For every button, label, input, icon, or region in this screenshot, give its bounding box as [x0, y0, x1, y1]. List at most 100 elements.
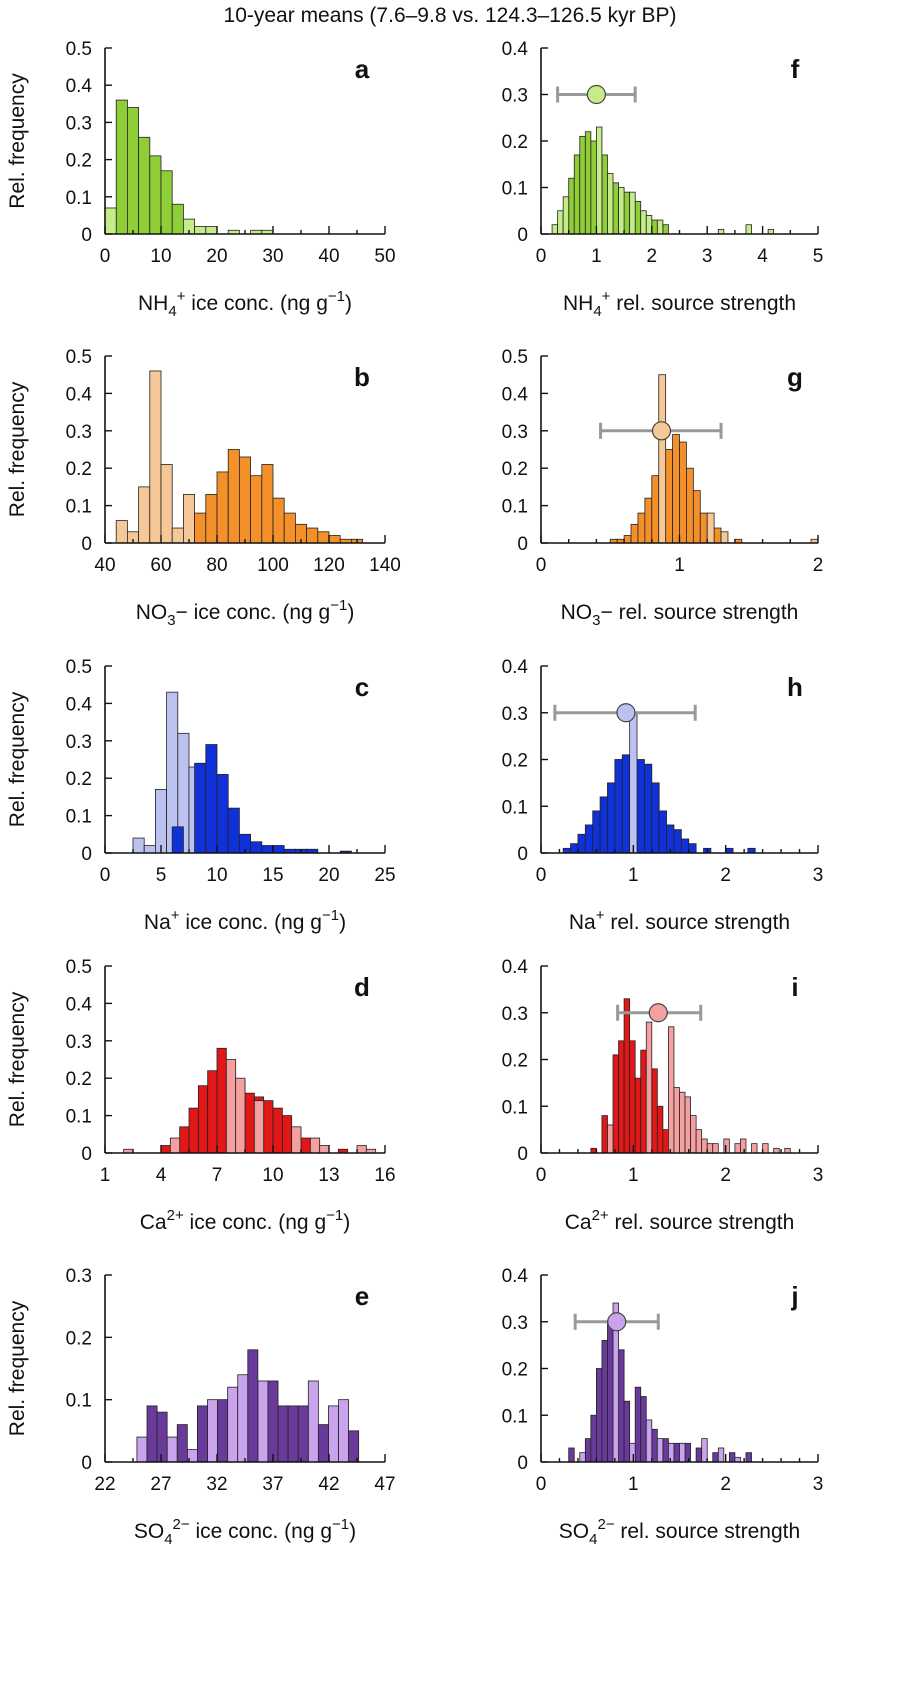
y-tick-label: 0.3 — [502, 704, 528, 725]
histogram-bar — [684, 1096, 691, 1154]
histogram-bar — [227, 449, 240, 544]
x-tick-label: 120 — [313, 555, 345, 576]
histogram-bar — [146, 1405, 158, 1463]
histogram-bar — [283, 512, 296, 544]
histogram-bar — [596, 126, 603, 235]
mean-marker — [648, 1003, 668, 1023]
histogram-bar — [762, 1143, 769, 1154]
y-tick-label: 0.4 — [66, 76, 93, 97]
x-axis-label: SO42− rel. source strength — [559, 1516, 800, 1548]
y-tick-label: 0.2 — [66, 1328, 92, 1349]
y-tick-label: 0.5 — [66, 657, 92, 678]
histogram-bar — [728, 1452, 736, 1463]
histogram-bar — [570, 843, 579, 854]
histogram-bar — [205, 493, 218, 544]
x-tick-label: 0 — [536, 1474, 547, 1495]
histogram-bar — [235, 1077, 246, 1154]
x-tick-label: 10 — [150, 246, 171, 267]
histogram-bar — [104, 207, 117, 235]
x-axis-label: NO3− rel. source strength — [561, 601, 799, 629]
y-tick-label: 0.4 — [502, 39, 529, 60]
panel-letter: b — [354, 362, 370, 392]
histogram-bar — [584, 824, 594, 854]
histogram-bar — [205, 744, 218, 854]
histogram-bar — [584, 131, 592, 235]
x-tick-label: 0 — [536, 246, 547, 267]
histogram-bar — [679, 1442, 686, 1463]
x-axis-label: Ca2+ rel. source strength — [565, 1207, 795, 1234]
histogram-bar — [188, 1107, 199, 1154]
histogram-bar — [614, 759, 623, 854]
x-tick-label: 16 — [374, 1165, 395, 1186]
histogram-bar — [281, 1115, 293, 1154]
histogram-bar — [309, 1137, 321, 1154]
histogram-bar — [250, 475, 263, 544]
histogram-bar — [194, 762, 207, 854]
x-tick-label: 1 — [591, 246, 602, 267]
histogram-bar — [630, 523, 639, 544]
histogram-bar — [319, 1145, 330, 1154]
histogram-bar — [634, 201, 642, 235]
x-axis-label: Na+ rel. source strength — [569, 907, 790, 934]
y-tick-label: 0.4 — [66, 384, 93, 405]
y-tick-label: 0.5 — [66, 39, 92, 60]
histogram-bar — [713, 527, 722, 544]
x-tick-label: 25 — [374, 865, 395, 886]
mean-marker — [607, 1312, 627, 1332]
x-axis-label: NO3− ice conc. (ng g−1) — [136, 597, 355, 629]
histogram-bar — [244, 1092, 255, 1154]
histogram-bar — [662, 224, 669, 235]
panel-i: 0 0.1 0.2 0.3 0.4 0 1 2 3 i Ca2+ rel. source stren… — [502, 957, 824, 1234]
x-tick-label: 40 — [318, 246, 339, 267]
y-tick-label: 0 — [81, 1453, 92, 1474]
histogram-bar — [166, 1436, 178, 1463]
y-tick-label: 0.4 — [502, 657, 529, 678]
histogram-bar — [692, 490, 701, 544]
histogram-bar — [577, 833, 586, 854]
histogram-bar — [557, 210, 564, 235]
y-tick-label: 0 — [81, 844, 92, 865]
y-tick-label: 0 — [517, 1453, 528, 1474]
y-axis-label: Rel. frequency — [6, 691, 29, 827]
histogram-bar — [651, 782, 660, 854]
y-tick-label: 0.2 — [66, 769, 92, 790]
histogram-bar — [651, 1428, 658, 1463]
x-tick-label: 13 — [318, 1165, 339, 1186]
histogram-bar — [706, 512, 715, 544]
histogram-bar — [592, 810, 601, 854]
y-tick-label: 0.3 — [502, 86, 528, 107]
histogram-bar — [612, 182, 619, 235]
x-tick-label: 42 — [318, 1474, 339, 1495]
histogram-bar — [629, 191, 636, 235]
x-tick-label: 37 — [262, 1474, 283, 1495]
panel-h: 0 0.1 0.2 0.3 0.4 0 1 2 3 h Na+ rel. source streng… — [502, 657, 824, 934]
histogram-bar — [695, 1129, 703, 1154]
histogram-bar — [640, 1396, 647, 1463]
histogram-bar — [665, 449, 673, 544]
y-tick-label: 0.4 — [66, 994, 93, 1015]
histogram-bar — [176, 1424, 188, 1463]
histogram-bar — [673, 1087, 680, 1154]
x-tick-label: 3 — [702, 246, 713, 267]
histogram-bar — [562, 196, 570, 235]
y-tick-label: 0.3 — [66, 422, 92, 443]
histogram-bar — [138, 136, 151, 235]
y-tick-label: 0.3 — [502, 422, 528, 443]
histogram-bar — [568, 1447, 575, 1463]
histogram-bar — [701, 1138, 708, 1154]
panel-j: 0 0.1 0.2 0.3 0.4 0 1 2 3 j SO42− rel. source stre… — [502, 1266, 824, 1548]
histogram-bar — [680, 838, 690, 854]
histogram-bar — [679, 441, 687, 544]
panel-letter: c — [355, 672, 369, 702]
histogram-bar — [328, 1405, 339, 1463]
mean-marker — [651, 421, 672, 441]
histogram-bar — [317, 531, 330, 544]
histogram-bar — [149, 370, 162, 544]
histogram-bar — [182, 493, 195, 544]
histogram-bar — [601, 1340, 608, 1463]
y-tick-label: 0 — [81, 534, 92, 555]
histogram-bar — [253, 1100, 265, 1154]
histogram-bar — [261, 845, 274, 854]
histogram-bar — [672, 434, 680, 544]
histogram-bar — [720, 531, 729, 544]
